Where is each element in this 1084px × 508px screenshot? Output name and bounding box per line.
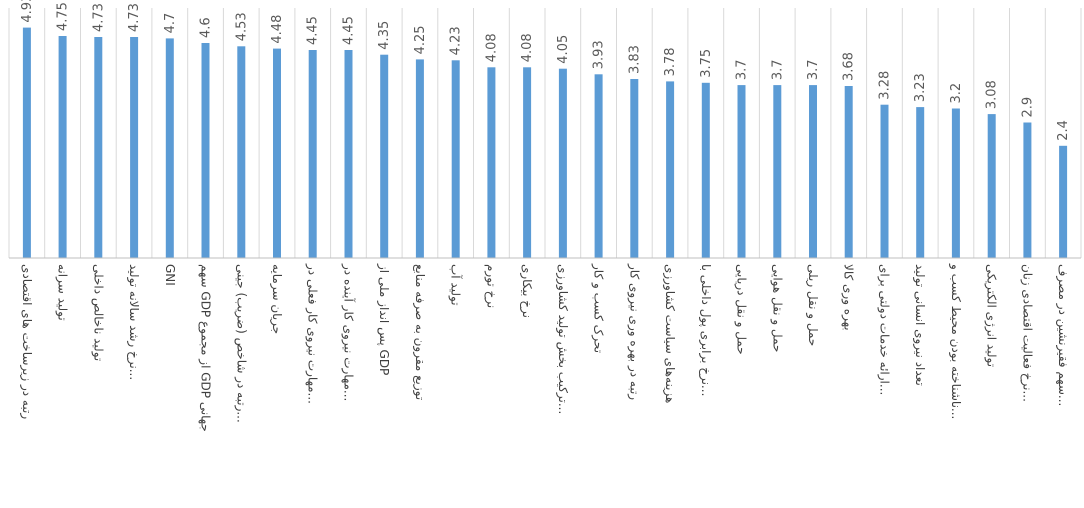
bar <box>165 38 174 259</box>
value-label: 3.7 <box>806 59 821 80</box>
category-label: ترکیب بخش تولید کشاورزی... <box>555 264 570 414</box>
value-label: 3.83 <box>627 45 642 74</box>
bar <box>701 82 710 258</box>
bar <box>487 67 496 258</box>
value-labels: 4.93 4.75 4.73 4.73 4.7 4.6 4.53 4.48 4.45 4.45 4.… <box>20 0 1071 141</box>
bar <box>773 85 782 258</box>
category-label: تولید آب <box>448 264 464 306</box>
category-label: نرخ بیکاری <box>519 264 534 318</box>
value-label: 3.93 <box>592 40 607 69</box>
bar <box>237 46 246 258</box>
category-label: ارائه خدمات دولتی برای... <box>877 264 892 395</box>
bar <box>558 68 567 258</box>
value-label: 4.93 <box>20 0 35 23</box>
category-label: مهارت نیروی کار آینده در... <box>341 263 357 401</box>
category-label: رتبه در شاخص (ضریب) جینی... <box>233 264 248 423</box>
bar <box>951 108 960 258</box>
value-label: 3.08 <box>985 80 1000 109</box>
category-labels: رتبه در زیرساخت های اقتصادی تولید سرانه تو… <box>19 263 1070 432</box>
bar <box>630 79 639 258</box>
bars <box>22 27 1068 259</box>
category-label: حمل و نقل ریلی <box>805 264 820 346</box>
category-label: تعداد نیروی انسانی تولید <box>912 264 927 386</box>
value-label: 4.48 <box>270 15 285 44</box>
category-label: سهم GDP از مجموع GDP جهانی <box>198 264 213 432</box>
bar <box>809 85 817 258</box>
bar <box>344 50 353 258</box>
value-label: 3.2 <box>949 83 964 104</box>
value-label: 4.25 <box>413 25 428 54</box>
value-label: 2.9 <box>1020 97 1035 118</box>
value-label: 3.68 <box>842 52 857 81</box>
category-label: حمل و نقل دریایی <box>734 264 749 355</box>
bar <box>916 107 925 258</box>
value-label: 4.45 <box>306 16 321 45</box>
value-label: 4.73 <box>127 3 142 32</box>
category-label: تولید سرانه <box>55 264 70 321</box>
gridlines <box>8 8 1082 258</box>
bar <box>308 50 317 258</box>
value-label: 2.4 <box>1056 120 1071 141</box>
bar <box>451 60 460 258</box>
value-label: 4.6 <box>199 17 214 38</box>
bar <box>737 85 746 258</box>
value-label: 4.73 <box>91 3 106 32</box>
bar <box>987 114 996 258</box>
bar <box>523 67 532 258</box>
bar <box>22 27 31 258</box>
category-label: رتبه در بهره وری نیروی کار <box>626 263 641 400</box>
value-label: 4.08 <box>520 33 535 62</box>
value-label: 4.08 <box>484 33 499 62</box>
category-label: جریان سرمایه <box>269 264 284 334</box>
bar <box>844 86 853 258</box>
category-label: GNI <box>163 264 177 286</box>
category-label: هزینه‌های سیاست کشاورزی <box>662 264 677 403</box>
bar <box>666 81 675 259</box>
bar <box>1023 122 1032 258</box>
category-label: سهم فقیرنشین در مصرف... <box>1055 264 1070 406</box>
value-label: 3.75 <box>699 49 714 78</box>
category-label: نرخ برابری پول داخلی با... <box>698 264 713 396</box>
category-label: نرخ فعالیت اقتصادی زنان... <box>1019 264 1034 402</box>
bar <box>58 36 67 258</box>
bar <box>380 54 389 259</box>
category-label: مهارت نیروی کار فعلی در... <box>305 263 320 404</box>
bar <box>130 37 139 258</box>
category-label: ناشناخته بودن محیط کسب و... <box>948 263 963 419</box>
bar <box>94 37 103 258</box>
value-label: 4.7 <box>163 13 178 34</box>
category-label: بهره وری کالا <box>841 264 856 331</box>
value-label: 4.75 <box>56 2 71 31</box>
category-label: توزیع مقرون به صرفه منابع <box>412 264 427 400</box>
value-label: 4.35 <box>377 21 392 50</box>
category-label: پس انداز ملی از GDP <box>376 263 391 375</box>
value-label: 3.7 <box>735 59 750 80</box>
value-label: 4.05 <box>556 35 571 64</box>
value-label: 3.78 <box>663 47 678 76</box>
bar <box>1059 145 1068 258</box>
category-label: نرخ تورم <box>483 264 498 308</box>
category-label: حمل و نقل هوایی <box>769 264 784 352</box>
value-label: 3.23 <box>913 73 928 102</box>
category-label: تحرک کسب و کار <box>591 263 606 353</box>
bar <box>273 48 281 258</box>
category-label: تولید ناخالص داخلی <box>90 264 105 361</box>
category-label: تولید انرژی الکتریکی <box>984 264 999 367</box>
value-label: 4.23 <box>449 26 464 55</box>
value-label: 4.53 <box>234 12 249 41</box>
bar <box>880 104 889 258</box>
bar <box>415 59 424 259</box>
value-label: 3.28 <box>878 71 893 100</box>
category-label: نرخ رشد سالانه تولید... <box>126 264 141 380</box>
bar <box>201 43 210 258</box>
category-label: رتبه در زیرساخت های اقتصادی <box>19 264 34 419</box>
value-label: 3.7 <box>770 59 785 80</box>
value-label: 4.45 <box>342 16 357 45</box>
bar <box>594 74 603 258</box>
